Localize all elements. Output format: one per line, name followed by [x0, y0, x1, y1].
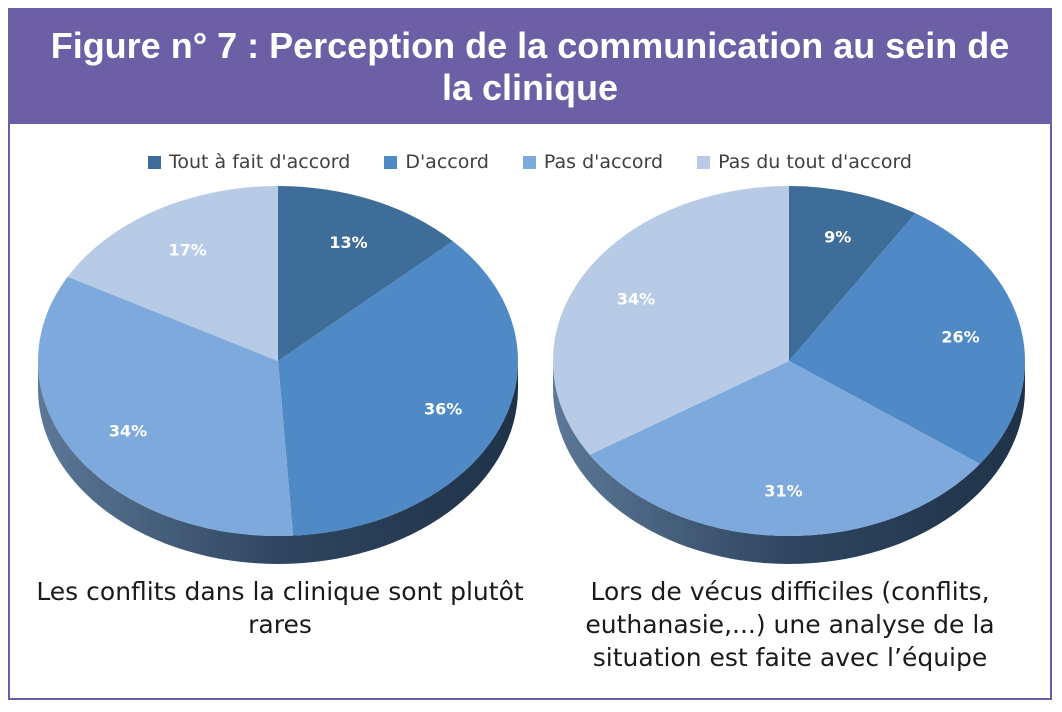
pie-data-label-pas-accord: 34%	[109, 421, 147, 440]
pie-chart-conflits: 13% 36% 34% 17%	[37, 186, 519, 564]
pie-data-label-pas-accord: 31%	[764, 481, 802, 500]
pie-chart-analyse: 9% 26% 31% 34%	[553, 186, 1025, 564]
pie-slice-pas-du-tout	[67, 186, 278, 361]
legend-label: Pas du tout d'accord	[718, 151, 912, 173]
legend-item-accord: D'accord	[384, 147, 489, 177]
pie-side-wall	[553, 361, 1025, 564]
pie-slice-tout-a-fait	[278, 186, 453, 361]
legend-item-pas-du-tout: Pas du tout d'accord	[697, 147, 912, 177]
legend-swatch	[697, 155, 711, 169]
pie-slice-pas-du-tout	[553, 186, 789, 455]
figure-header: Figure n° 7 : Perception de la communica…	[10, 10, 1050, 124]
pie-data-label-pas-du-tout: 17%	[168, 241, 206, 260]
legend-swatch	[148, 155, 162, 169]
pie-data-label-accord: 36%	[424, 400, 462, 419]
pie-data-label-accord: 26%	[941, 328, 979, 347]
pie-slice-tout-a-fait	[789, 186, 916, 361]
chart-legend: Tout à fait d'accord D'accord Pas d'acco…	[10, 147, 1050, 177]
pie-caption-analyse: Lors de vécus difficiles (conflits, euth…	[585, 577, 995, 672]
figure-title: Figure n° 7 : Perception de la communica…	[50, 25, 1010, 108]
legend-label: D'accord	[405, 151, 489, 173]
pie-slice-accord	[278, 241, 519, 536]
legend-item-tout-a-fait: Tout à fait d'accord	[148, 147, 350, 177]
pie-data-label-pas-du-tout: 34%	[617, 290, 655, 309]
pie-caption-conflits: Les conflits dans la clinique sont plutô…	[36, 577, 524, 639]
legend-label: Tout à fait d'accord	[169, 151, 351, 173]
pie-slice-accord	[789, 213, 1025, 464]
legend-swatch	[384, 155, 398, 169]
pie-data-label-tout-a-fait: 9%	[824, 228, 851, 247]
legend-item-pas-accord: Pas d'accord	[522, 147, 664, 177]
legend-label: Pas d'accord	[543, 151, 664, 173]
pie-slice-pas-accord	[589, 361, 980, 536]
legend-swatch	[522, 155, 536, 169]
pie-slice-pas-accord	[37, 276, 294, 536]
pie-side-wall	[38, 361, 518, 564]
pie-data-label-tout-a-fait: 13%	[329, 233, 367, 252]
